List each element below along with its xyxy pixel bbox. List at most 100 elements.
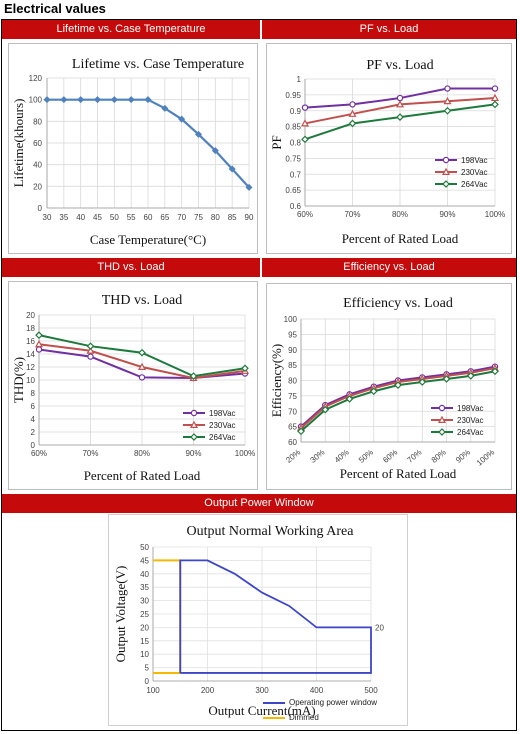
y-tick-label: 6 <box>31 402 36 411</box>
x-axis-title: Percent of Rated Load <box>342 231 459 246</box>
y-tick-label: 5 <box>145 664 150 673</box>
y-tick-label: 65 <box>288 423 297 432</box>
x-tick-label: 35 <box>59 213 68 222</box>
legend-label: 230Vac <box>461 168 488 177</box>
y-tick-label: 30 <box>140 597 149 606</box>
page-title: Electrical values <box>4 1 106 16</box>
x-tick-label: 40 <box>76 213 85 222</box>
chart-title: Efficiency vs. Load <box>343 296 453 311</box>
y-tick-label: 50 <box>140 543 149 552</box>
x-tick-label: 100% <box>475 448 496 468</box>
legend-marker <box>190 409 198 417</box>
legend-marker <box>442 156 450 164</box>
x-tick-label: 80 <box>211 213 220 222</box>
header-efficiency: Efficiency vs. Load <box>262 258 516 277</box>
legend-marker <box>189 420 199 428</box>
x-tick-label: 500 <box>364 686 378 695</box>
data-point-264Vac <box>86 342 95 351</box>
panel-lifetime: Lifetime vs. Case Temperature 0 20 40 60 80 10… <box>8 43 258 254</box>
data-point-264Vac <box>241 364 249 373</box>
data-point-264Vac <box>394 381 402 389</box>
x-tick-label: 50 <box>110 213 119 222</box>
data-point-230Vac <box>86 346 95 354</box>
y-axis-title: Lifetime(khours) <box>11 99 26 188</box>
y-tick-label: 95 <box>288 330 297 339</box>
legend-label-dimmed: Dimmed <box>289 713 319 722</box>
chart-thd: THD vs. Load 0 2 4 6 8 10 12 14 16 18 20 60% 70% 80% 90… <box>11 293 255 483</box>
legend-label: 198Vac <box>209 409 236 418</box>
y-tick-label: 20 <box>140 623 149 632</box>
x-tick-label: 70% <box>405 448 423 465</box>
data-point <box>110 96 118 104</box>
data-point <box>228 165 236 173</box>
y-tick-label: 40 <box>140 570 149 579</box>
y-tick-label: 120 <box>29 74 43 83</box>
data-point-264Vac <box>345 395 354 403</box>
data-point-230Vac <box>443 96 452 105</box>
data-point-264Vac <box>297 427 305 436</box>
y-tick-label: 0.85 <box>285 123 301 132</box>
x-tick-label: 300 <box>255 686 269 695</box>
x-axis-title: Output Current(mA) <box>208 703 315 718</box>
y-tick-label: 0 <box>31 441 36 450</box>
x-axis-title: Percent of Rated Load <box>84 468 201 483</box>
legend-marker <box>441 167 451 175</box>
data-point <box>144 96 152 104</box>
y-axis-title: THD(%) <box>11 357 26 403</box>
chart-title: THD vs. Load <box>102 293 183 308</box>
data-point-198Vac <box>87 353 94 360</box>
header-output-power-window: Output Power Window <box>2 494 516 513</box>
y-axis-title: PF <box>269 135 284 149</box>
y-tick-label: 0.65 <box>285 186 301 195</box>
data-point-198Vac <box>35 346 43 353</box>
x-tick-label: 45 <box>93 213 102 222</box>
data-point-198Vac <box>491 85 499 92</box>
x-tick-label: 30 <box>43 213 52 222</box>
data-point-198Vac <box>138 374 146 381</box>
y-tick-label: 75 <box>288 392 297 401</box>
data-point-264Vac <box>466 372 475 380</box>
data-point <box>195 130 202 138</box>
y-tick-label: 100 <box>284 315 298 324</box>
y-tick-label: 0.7 <box>290 170 302 179</box>
annotation-label: 20 <box>375 623 384 632</box>
y-tick-label: 90 <box>288 346 297 355</box>
y-tick-label: 60 <box>33 139 42 148</box>
legend-label: 230Vac <box>457 416 484 425</box>
legend-marker <box>437 415 447 423</box>
y-tick-label: 100 <box>29 96 43 105</box>
y-tick-label: 1 <box>297 75 302 84</box>
legend-marker <box>190 433 198 441</box>
legend-marker <box>438 428 446 436</box>
panel-pf: PF vs. Load 0.6 0.65 0.7 0.75 0.8 0.85 0.9 0.95 1… <box>266 43 512 254</box>
y-tick-label: 12 <box>26 363 35 372</box>
data-point-230Vac <box>490 93 500 102</box>
y-tick-label: 20 <box>26 311 35 320</box>
chart-title: Lifetime vs. Case Temperature <box>72 57 244 72</box>
header-lifetime: Lifetime vs. Case Temperature <box>2 20 260 39</box>
y-tick-label: 20 <box>33 182 42 191</box>
x-tick-label: 100% <box>235 449 255 458</box>
data-point-198Vac <box>396 94 404 102</box>
y-tick-label: 2 <box>31 428 36 437</box>
x-tick-label: 70% <box>344 210 360 219</box>
data-point-264Vac <box>138 348 146 357</box>
panel-output-power-window: Output Normal Working Area 0 5 10 15 20 25 30 35… <box>108 514 408 726</box>
y-tick-label: 0 <box>145 677 150 686</box>
y-tick-label: 10 <box>26 376 35 385</box>
x-tick-label: 60% <box>297 210 313 219</box>
data-point <box>245 183 253 191</box>
panel-thd: THD vs. Load 0 2 4 6 8 10 12 14 16 18 20 60% 70% 80% 90… <box>8 281 258 490</box>
data-point-230Vac <box>137 362 147 371</box>
data-point-264Vac <box>491 367 499 376</box>
data-point-264Vac <box>369 387 378 396</box>
data-point-264Vac <box>35 331 43 339</box>
x-tick-label: 90% <box>454 448 472 465</box>
x-tick-label: 100 <box>146 686 160 695</box>
y-tick-label: 4 <box>31 415 36 424</box>
y-tick-label: 15 <box>140 637 149 646</box>
chart-lifetime: Lifetime vs. Case Temperature 0 20 40 60 80 10… <box>11 57 254 247</box>
y-tick-label: 10 <box>140 650 149 659</box>
data-point-264Vac <box>189 372 198 380</box>
chart-efficiency: Efficiency vs. Load 60 65 70 75 80 85 90 95 100 20… <box>269 296 500 481</box>
